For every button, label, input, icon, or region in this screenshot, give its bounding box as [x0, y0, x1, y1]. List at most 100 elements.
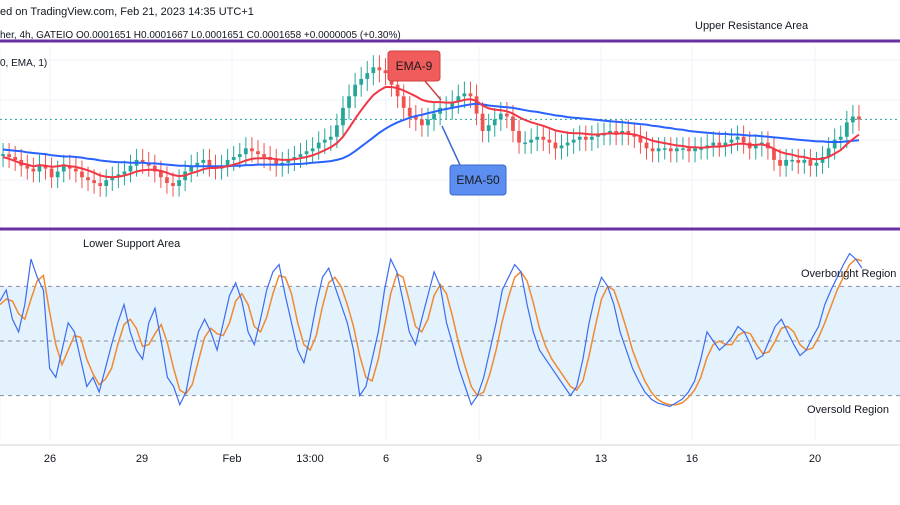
upper-resistance-label: Upper Resistance Area — [695, 20, 809, 32]
candle-body — [171, 183, 175, 186]
candle-body — [432, 113, 436, 120]
candle-body — [753, 145, 758, 149]
candle-body — [547, 139, 552, 143]
candle-body — [474, 96, 479, 114]
candle-body — [365, 73, 370, 79]
candle-body — [43, 165, 48, 169]
x-tick-label: 29 — [135, 453, 149, 465]
x-tick-label: 20 — [808, 453, 822, 465]
ema-callouts: EMA-9 EMA-50 — [387, 50, 507, 196]
candle-body — [511, 116, 515, 131]
candle-body — [711, 142, 716, 146]
x-tick-label: 16 — [685, 453, 699, 465]
candle-body — [820, 157, 825, 163]
ema-9-callout-box — [387, 50, 441, 82]
candle-body — [165, 177, 169, 184]
candle-body — [401, 96, 406, 108]
candle-body — [808, 159, 813, 166]
x-tick-label: 9 — [475, 453, 483, 465]
candle-body — [656, 148, 661, 152]
ema-9-callout-pointer — [424, 80, 442, 101]
candle-body — [98, 183, 103, 186]
candle-body — [25, 165, 30, 169]
candle-body — [341, 107, 345, 126]
candle-body — [729, 139, 734, 143]
candle-body — [832, 139, 837, 149]
candle-body — [31, 168, 36, 172]
candle-body — [256, 151, 260, 155]
candle-body — [480, 113, 485, 131]
candle-body — [371, 67, 376, 74]
ema-9-line — [2, 86, 860, 179]
candle-body — [189, 165, 194, 172]
candle-body — [250, 148, 254, 152]
ticker-info: her, 4h, GATEIO O0.0001651 H0.0001667 L0… — [0, 30, 401, 41]
candle-body — [353, 84, 358, 97]
candle-body — [237, 154, 242, 158]
candle-body — [529, 139, 534, 143]
candle-body — [80, 171, 84, 178]
candle-body — [328, 136, 333, 140]
candle-body — [104, 180, 109, 186]
candle-body — [626, 131, 631, 134]
candle-body — [838, 136, 843, 140]
candle-body — [195, 162, 200, 166]
candle-body — [814, 162, 819, 166]
candle-body — [347, 96, 351, 108]
overbought-label: Overbought Region — [801, 268, 897, 280]
candle-body — [553, 142, 558, 149]
oversold-label: Oversold Region — [807, 404, 889, 416]
candle-body — [304, 151, 309, 155]
candle-body — [225, 159, 230, 166]
candle-body — [359, 78, 364, 85]
candle-body — [316, 142, 321, 149]
candle-body — [456, 96, 461, 103]
ema-lines — [2, 86, 860, 179]
candle-body — [844, 122, 849, 137]
candle-body — [650, 148, 655, 152]
stoch-d-line — [0, 258, 863, 406]
candle-body — [61, 165, 66, 172]
candle-body — [377, 67, 382, 71]
candle-body — [517, 131, 521, 143]
indicator-info: 0, EMA, 1) — [0, 58, 48, 69]
candle-body — [152, 165, 157, 172]
candle-body — [383, 70, 388, 74]
candle-body — [614, 131, 619, 134]
candle-body — [262, 154, 266, 158]
candle-body — [426, 119, 430, 126]
candle-body — [450, 102, 455, 108]
x-tick-label: 13 — [594, 453, 608, 465]
ema-50-callout-box — [449, 164, 507, 196]
x-tick-label: Feb — [222, 453, 242, 465]
candle-body — [644, 142, 649, 149]
candle-body — [395, 84, 400, 97]
candle-body — [243, 148, 248, 155]
stoch-k-line — [0, 252, 863, 408]
ema-50-callout-text: EMA-50 — [456, 173, 500, 187]
stochastic-lines — [0, 252, 863, 408]
candle-body — [699, 148, 704, 150]
candle-body — [662, 148, 667, 150]
candle-body — [735, 136, 740, 140]
x-tick-label: 6 — [382, 453, 390, 465]
candle-body — [207, 159, 212, 166]
candle-body — [565, 142, 570, 146]
candle-body — [571, 139, 576, 143]
candle-body — [335, 125, 339, 137]
candle-body — [559, 145, 564, 149]
candle-body — [140, 159, 145, 163]
candle-body — [177, 180, 181, 186]
candle-body — [717, 142, 722, 146]
ema-9-callout-text: EMA-9 — [396, 59, 433, 73]
lower-support-label: Lower Support Area — [83, 238, 181, 250]
candle-body — [122, 171, 127, 175]
candle-body — [668, 148, 673, 152]
ema-50-line — [2, 102, 860, 168]
range-lines — [0, 39, 900, 231]
candle-body — [535, 136, 540, 140]
candle-body — [407, 107, 412, 117]
candle-body — [420, 119, 424, 126]
candle-body — [723, 142, 728, 146]
candle-body — [784, 159, 789, 166]
